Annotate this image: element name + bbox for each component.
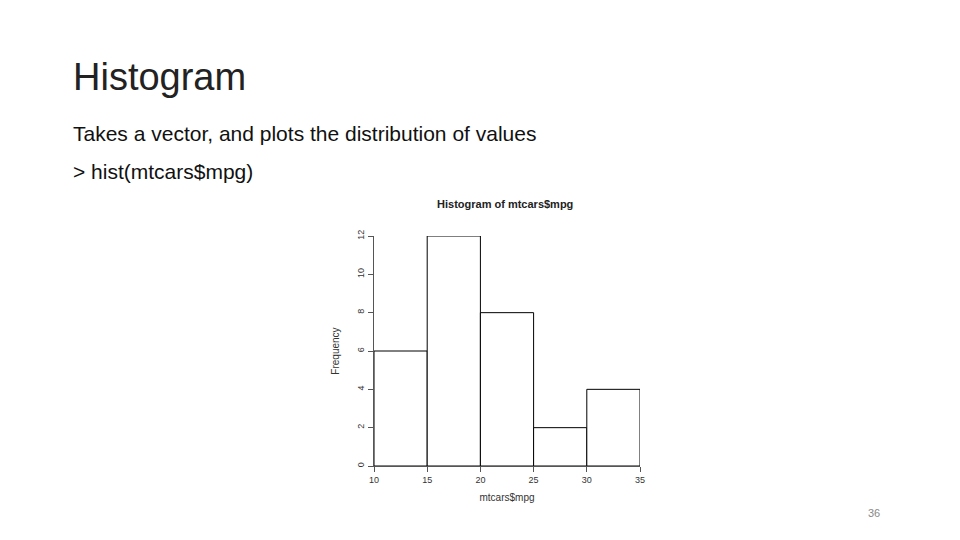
svg-text:25: 25 [529, 475, 539, 485]
svg-text:mtcars$mpg: mtcars$mpg [479, 492, 534, 503]
svg-text:35: 35 [635, 475, 645, 485]
svg-text:Frequency: Frequency [330, 327, 341, 374]
html-text:Histogram: Histogram [73, 56, 247, 98]
html-text:> hist(mtcars$mpg): > hist(mtcars$mpg) [73, 160, 254, 183]
svg-text:6: 6 [356, 347, 366, 352]
svg-text:10: 10 [356, 268, 366, 278]
svg-text:8: 8 [356, 309, 366, 314]
svg-text:0: 0 [356, 462, 366, 467]
svg-text:4: 4 [356, 385, 366, 390]
html-text:36: 36 [868, 507, 881, 519]
svg-text:12: 12 [356, 230, 366, 240]
html-text:Takes a vector, and plots the: Takes a vector, and plots the distributi… [73, 122, 537, 145]
svg-text:30: 30 [582, 475, 592, 485]
svg-text:20: 20 [475, 475, 485, 485]
svg-text:Histogram of mtcars$mpg: Histogram of mtcars$mpg [437, 198, 573, 210]
svg-text:2: 2 [356, 424, 366, 429]
svg-text:10: 10 [369, 475, 379, 485]
svg-text:15: 15 [422, 475, 432, 485]
